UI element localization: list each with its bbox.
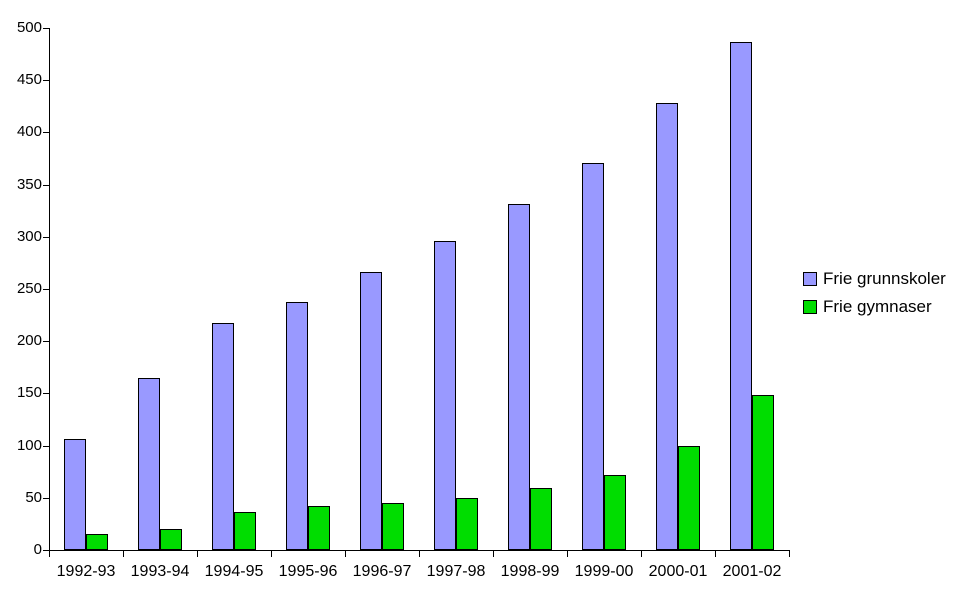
- bar-series-1-1997-98: [456, 498, 478, 550]
- y-tick-label: 200: [16, 332, 42, 349]
- x-tick-label: 1995-96: [278, 563, 338, 580]
- bar-series-0-1993-94: [138, 378, 160, 550]
- x-tick: [271, 551, 272, 557]
- y-tick-label: 250: [16, 280, 42, 297]
- y-tick: [43, 289, 49, 290]
- legend-label-frie-gymnaser: Frie gymnaser: [823, 297, 932, 316]
- bar-series-0-1998-99: [508, 204, 530, 550]
- y-tick-label: 150: [16, 384, 42, 401]
- y-tick-label: 350: [16, 176, 42, 193]
- x-axis: [49, 550, 790, 551]
- x-tick: [49, 551, 50, 557]
- bar-series-1-1993-94: [160, 529, 182, 550]
- bar-series-1-1999-00: [604, 475, 626, 550]
- y-tick: [43, 550, 49, 551]
- y-tick-label: 450: [16, 71, 42, 88]
- y-tick-label: 100: [16, 437, 42, 454]
- y-tick-label: 0: [33, 541, 42, 558]
- y-tick-label: 500: [16, 19, 42, 36]
- x-tick: [715, 551, 716, 557]
- legend-item-frie-gymnaser: Frie gymnaser: [803, 298, 946, 315]
- y-tick: [43, 28, 49, 29]
- x-tick-label: 1999-00: [574, 563, 634, 580]
- x-tick-label: 1992-93: [56, 563, 116, 580]
- y-tick: [43, 393, 49, 394]
- legend-item-frie-grunnskoler: Frie grunnskoler: [803, 270, 946, 287]
- bar-series-1-1994-95: [234, 512, 256, 550]
- y-tick: [43, 446, 49, 447]
- legend-swatch-frie-grunnskoler: [803, 271, 817, 286]
- legend-label-frie-grunnskoler: Frie grunnskoler: [823, 269, 946, 288]
- bar-series-1-1996-97: [382, 503, 404, 550]
- y-tick: [43, 498, 49, 499]
- y-tick: [43, 185, 49, 186]
- y-tick: [43, 132, 49, 133]
- x-tick-label: 2001-02: [722, 563, 782, 580]
- x-tick: [345, 551, 346, 557]
- x-tick: [567, 551, 568, 557]
- x-tick: [419, 551, 420, 557]
- x-tick-label: 2000-01: [648, 563, 708, 580]
- y-tick: [43, 341, 49, 342]
- bar-series-1-1992-93: [86, 534, 108, 550]
- bar-series-0-1999-00: [582, 163, 604, 550]
- x-tick: [197, 551, 198, 557]
- y-axis: [49, 28, 50, 551]
- bar-series-1-1995-96: [308, 506, 330, 550]
- x-tick: [789, 551, 790, 557]
- bar-series-0-1992-93: [64, 439, 86, 550]
- x-tick-label: 1997-98: [426, 563, 486, 580]
- x-tick: [641, 551, 642, 557]
- bar-series-0-1995-96: [286, 302, 308, 550]
- bar-series-0-2000-01: [656, 103, 678, 550]
- y-tick: [43, 80, 49, 81]
- legend: Frie grunnskoler Frie gymnaser: [803, 270, 946, 326]
- bar-series-0-1997-98: [434, 241, 456, 550]
- y-tick: [43, 237, 49, 238]
- x-tick: [123, 551, 124, 557]
- x-tick-label: 1998-99: [500, 563, 560, 580]
- y-tick-label: 300: [16, 228, 42, 245]
- bar-series-1-2001-02: [752, 395, 774, 550]
- bar-series-1-2000-01: [678, 446, 700, 550]
- bar-series-0-2001-02: [730, 42, 752, 550]
- x-tick-label: 1994-95: [204, 563, 264, 580]
- y-tick-label: 50: [25, 489, 42, 506]
- bar-series-0-1996-97: [360, 272, 382, 550]
- y-tick-label: 400: [16, 123, 42, 140]
- bar-series-0-1994-95: [212, 323, 234, 550]
- x-tick-label: 1993-94: [130, 563, 190, 580]
- x-tick: [493, 551, 494, 557]
- legend-swatch-frie-gymnaser: [803, 299, 817, 314]
- bar-series-1-1998-99: [530, 488, 552, 550]
- x-tick-label: 1996-97: [352, 563, 412, 580]
